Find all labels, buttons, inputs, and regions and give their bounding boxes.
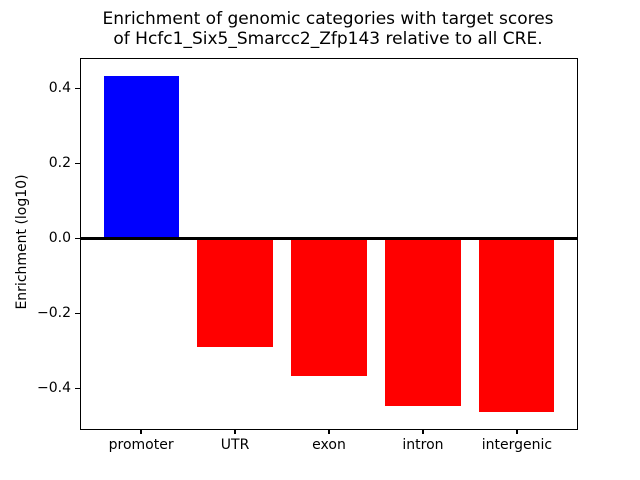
x-tick-mark-exon [328,429,330,434]
bar-exon [291,238,367,377]
y-tick-label-−0.4: −0.4 [37,380,71,397]
x-tick-mark-promoter [140,429,142,434]
y-tick-mark-0.2 [75,162,80,165]
bar-promoter [103,75,179,239]
y-tick-mark-−0.2 [75,312,80,315]
y-tick-mark-−0.4 [75,387,80,390]
x-tick-label-intergenic: intergenic [481,437,553,453]
y-tick-label-−0.2: −0.2 [37,305,71,322]
x-tick-label-intron: intron [402,437,444,453]
chart-title: Enrichment of genomic categories with ta… [80,9,576,49]
y-tick-label-0.2: 0.2 [48,155,71,172]
bar-UTR [197,238,273,347]
x-tick-label-exon: exon [312,437,346,453]
x-tick-mark-UTR [234,429,236,434]
bar-intergenic [479,238,555,412]
x-tick-mark-intergenic [516,429,518,434]
x-tick-mark-intron [422,429,424,434]
y-axis-label: Enrichment (log10) [14,174,30,310]
x-tick-label-promoter: promoter [108,437,174,453]
y-tick-mark-0.0 [75,237,80,240]
chart-title-line1: Enrichment of genomic categories with ta… [102,9,554,29]
x-tick-label-UTR: UTR [220,437,250,453]
chart-title-line2: of Hcfc1_Six5_Smarcc2_Zfp143 relative to… [113,29,543,49]
y-tick-mark-0.4 [75,87,80,90]
zero-line [81,236,577,240]
bar-intron [385,238,461,407]
plot-area: 0.4 0.2 0.0 −0.2 −0.4 promoter UTR exon intron in… [37,58,578,453]
y-tick-label-0.4: 0.4 [48,80,71,97]
y-tick-label-0.0: 0.0 [48,230,71,247]
